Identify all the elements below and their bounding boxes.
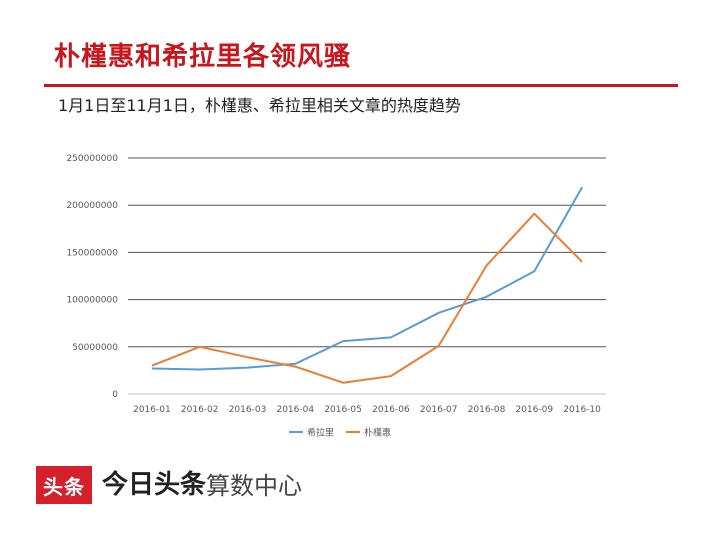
x-tick-label: 2016-08 (468, 405, 506, 415)
x-tick-label: 2016-05 (324, 405, 362, 415)
y-tick-label: 150000000 (66, 248, 118, 258)
x-tick-label: 2016-06 (372, 405, 410, 415)
y-tick-label: 100000000 (66, 296, 118, 306)
brand-center-name: 算数中心 (206, 472, 302, 500)
x-tick-label: 2016-04 (276, 405, 314, 415)
x-tick-label: 2016-02 (181, 405, 219, 415)
toutiao-logo: 头条 (36, 466, 92, 504)
legend-label: 朴槿惠 (364, 427, 391, 439)
y-tick-label: 200000000 (66, 201, 118, 211)
y-tick-label: 0 (112, 390, 118, 400)
page-title: 朴槿惠和希拉里各领风骚 (54, 42, 352, 72)
title-divider (44, 84, 678, 87)
series-line-0 (151, 186, 583, 371)
x-tick-label: 2016-03 (229, 405, 267, 415)
series-line-1 (151, 212, 583, 384)
y-tick-label: 50000000 (72, 343, 118, 353)
page-subtitle: 1月1日至11月1日，朴槿惠、希拉里相关文章的热度趋势 (58, 96, 461, 115)
legend-label: 希拉里 (307, 427, 334, 439)
y-tick-label: 250000000 (66, 154, 118, 164)
brand-name: 今日头条 (102, 470, 207, 500)
x-tick-label: 2016-10 (563, 405, 601, 415)
x-tick-label: 2016-09 (515, 405, 553, 415)
x-tick-label: 2016-07 (420, 405, 458, 415)
x-tick-label: 2016-01 (133, 405, 171, 415)
